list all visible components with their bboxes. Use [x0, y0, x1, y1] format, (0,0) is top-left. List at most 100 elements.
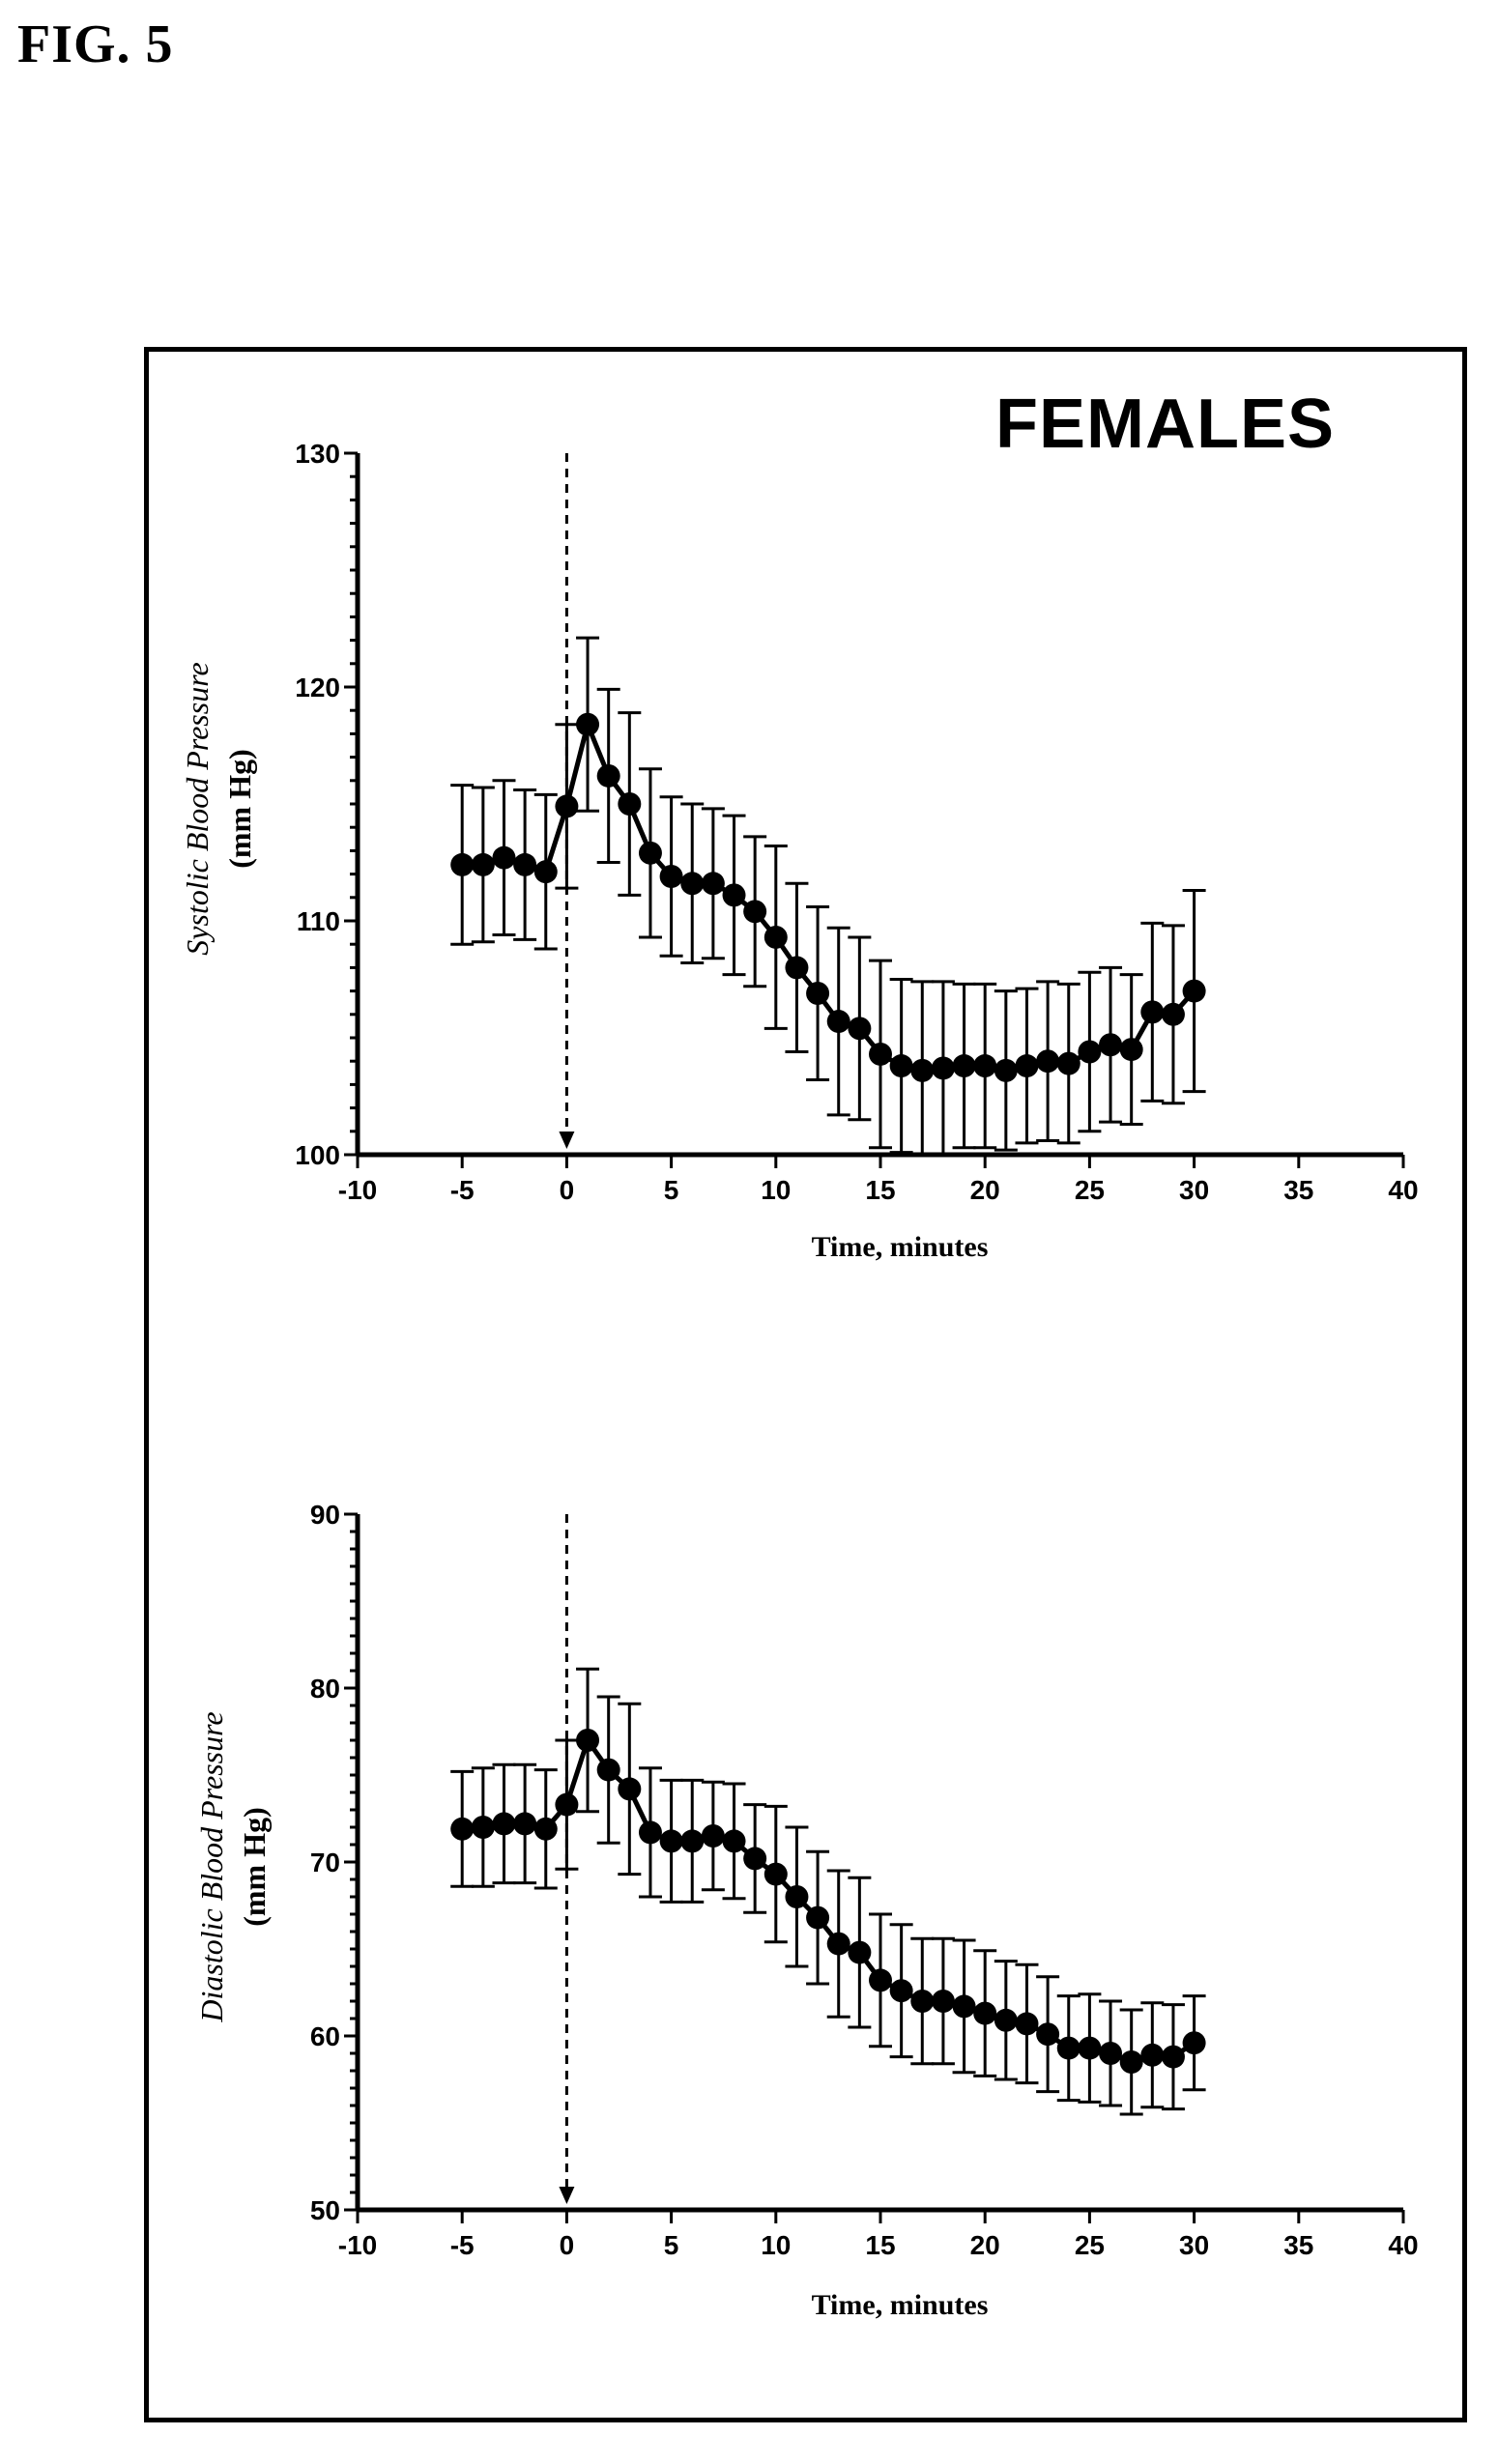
diastolic-data-point: [931, 1990, 955, 2013]
systolic-x-tick-label: 5: [664, 1175, 679, 1205]
systolic-x-tick-label: 30: [1179, 1175, 1209, 1205]
systolic-data-point: [471, 852, 495, 876]
diastolic-data-point: [1078, 2036, 1102, 2060]
diastolic-x-tick-label: 30: [1179, 2230, 1209, 2260]
diastolic-data-point: [513, 1812, 537, 1836]
diastolic-data-point: [973, 2001, 997, 2025]
systolic-x-tick-label: 40: [1388, 1175, 1418, 1205]
systolic-x-tick-label: 0: [560, 1175, 575, 1205]
diastolic-data-point: [743, 1847, 767, 1871]
diastolic-data-point: [826, 1932, 850, 1956]
figure-label: FIG. 5: [17, 14, 174, 74]
systolic-data-point: [743, 900, 767, 924]
diastolic-data-point: [1140, 2043, 1165, 2067]
systolic-data-point: [806, 982, 830, 1006]
diastolic-data-point: [763, 1862, 788, 1886]
systolic-data-point: [618, 792, 642, 816]
systolic-y-tick-label: 100: [295, 1140, 340, 1170]
diastolic-data-point: [555, 1792, 579, 1817]
systolic-x-axis-label: Time, minutes: [812, 1231, 989, 1263]
systolic-data-point: [492, 845, 516, 870]
diastolic-x-tick-label: 40: [1388, 2230, 1418, 2260]
diastolic-data-point: [952, 1994, 976, 2019]
systolic-x-tick-label: 15: [865, 1175, 895, 1205]
systolic-data-point: [931, 1056, 955, 1080]
systolic-x-tick-label: 20: [970, 1175, 1000, 1205]
diastolic-data-point: [869, 1968, 892, 1992]
systolic-data-point: [910, 1058, 935, 1082]
diastolic-data-point: [1015, 2012, 1039, 2036]
diastolic-x-tick-label: 20: [970, 2230, 1000, 2260]
diastolic-y-tick-label: 70: [310, 1848, 340, 1877]
diastolic-data-point: [848, 1940, 872, 1964]
systolic-data-point: [1161, 1002, 1185, 1026]
diastolic-x-axis-label: Time, minutes: [812, 2289, 989, 2321]
diastolic-data-point: [1161, 2045, 1185, 2069]
diastolic-data-point: [722, 1829, 746, 1853]
diastolic-data-point: [1036, 2022, 1060, 2047]
diastolic-data-point: [576, 1729, 600, 1752]
diastolic-x-tick-label: 5: [664, 2230, 679, 2260]
diastolic-y-tick-label: 80: [310, 1674, 340, 1704]
systolic-data-point: [638, 841, 662, 865]
systolic-data-point: [1015, 1054, 1039, 1078]
diastolic-y-axis-unit: (mm Hg): [237, 1807, 272, 1927]
systolic-data-point: [450, 852, 475, 876]
diastolic-data-point: [806, 1905, 830, 1930]
diastolic-data-point: [471, 1816, 495, 1839]
diastolic-x-tick-label: 35: [1283, 2230, 1313, 2260]
systolic-data-point: [826, 1010, 850, 1034]
systolic-x-tick-label: 10: [761, 1175, 791, 1205]
diastolic-data-point: [994, 2008, 1018, 2032]
diastolic-data-point: [785, 1885, 809, 1908]
diastolic-data-point: [638, 1820, 662, 1845]
systolic-y-axis-unit: (mm Hg): [222, 749, 257, 869]
diastolic-x-tick-label: -5: [450, 2230, 475, 2260]
systolic-data-point: [1056, 1051, 1080, 1075]
systolic-data-point: [680, 872, 705, 896]
systolic-y-axis-label: Systolic Blood Pressure: [180, 662, 215, 955]
diastolic-data-point: [1119, 2050, 1143, 2074]
diastolic-data-point: [450, 1817, 475, 1841]
diastolic-x-tick-label: 10: [761, 2230, 791, 2260]
systolic-data-point: [785, 956, 809, 980]
systolic-data-point: [848, 1017, 872, 1041]
systolic-data-point: [952, 1054, 976, 1078]
diastolic-data-point: [618, 1777, 642, 1801]
diastolic-data-point: [533, 1817, 558, 1841]
panel-frame: [144, 347, 1467, 2422]
systolic-data-point: [869, 1042, 892, 1066]
systolic-x-tick-label: -10: [338, 1175, 377, 1205]
diastolic-data-point: [680, 1829, 705, 1853]
systolic-x-tick-label: 35: [1283, 1175, 1313, 1205]
systolic-data-point: [722, 883, 746, 907]
systolic-data-point: [1140, 1000, 1165, 1024]
systolic-x-tick-label: -5: [450, 1175, 475, 1205]
systolic-data-point: [973, 1054, 997, 1078]
systolic-data-point: [555, 794, 579, 818]
systolic-data-point: [1078, 1040, 1102, 1064]
systolic-data-point: [701, 872, 725, 896]
diastolic-data-point: [492, 1812, 516, 1836]
diastolic-y-tick-label: 60: [310, 2021, 340, 2051]
panel-title: FEMALES: [995, 386, 1336, 463]
systolic-y-tick-label: 130: [295, 439, 340, 469]
diastolic-y-tick-label: 90: [310, 1500, 340, 1530]
systolic-data-point: [1036, 1049, 1060, 1074]
diastolic-x-tick-label: 0: [560, 2230, 575, 2260]
diastolic-y-tick-label: 50: [310, 2195, 340, 2225]
diastolic-data-point: [889, 1979, 913, 2003]
diastolic-data-point: [1056, 2036, 1080, 2060]
systolic-data-point: [1182, 979, 1206, 1003]
systolic-x-tick-label: 25: [1075, 1175, 1105, 1205]
diastolic-data-point: [659, 1829, 683, 1853]
systolic-data-point: [1119, 1038, 1143, 1062]
systolic-y-tick-label: 120: [295, 673, 340, 702]
systolic-data-point: [1099, 1033, 1123, 1057]
systolic-dose-marker-arrow: [559, 1132, 575, 1149]
diastolic-x-tick-label: 15: [865, 2230, 895, 2260]
diastolic-y-axis-label: Diastolic Blood Pressure: [194, 1711, 229, 2022]
systolic-data-point: [596, 763, 620, 788]
systolic-data-point: [513, 852, 537, 876]
